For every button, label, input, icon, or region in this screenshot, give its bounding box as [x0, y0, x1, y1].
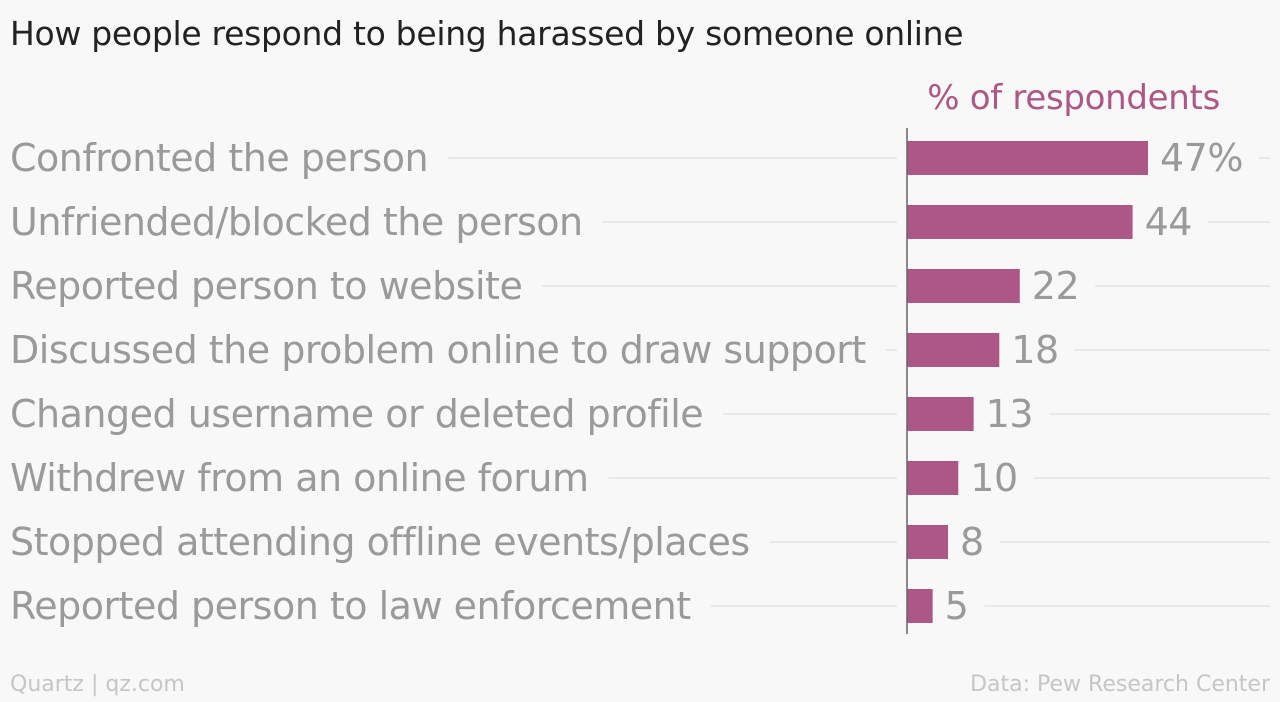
value-label: 10 [970, 456, 1017, 500]
category-label: Confronted the person [10, 136, 428, 180]
category-label: Reported person to law enforcement [10, 584, 691, 628]
value-label: 22 [1032, 264, 1079, 308]
bar [907, 269, 1020, 303]
category-label: Changed username or deleted profile [10, 392, 703, 436]
category-label: Stopped attending offline events/places [10, 520, 750, 564]
footer-source: Data: Pew Research Center [970, 672, 1270, 697]
bar [907, 525, 949, 559]
bar [907, 589, 933, 623]
value-label: 5 [945, 584, 969, 628]
value-label: 47% [1160, 136, 1243, 180]
bar [907, 141, 1148, 175]
value-label: 8 [960, 520, 984, 564]
bar [907, 205, 1133, 239]
bar [907, 397, 974, 431]
value-label: 13 [986, 392, 1033, 436]
category-label: Unfriended/blocked the person [10, 200, 583, 244]
footer-credit: Quartz | qz.com [10, 672, 185, 697]
bar [907, 333, 1000, 367]
bar [907, 461, 959, 495]
value-label: 18 [1011, 328, 1058, 372]
series-label: % of respondents [927, 78, 1220, 118]
value-label: 44 [1145, 200, 1192, 244]
category-label: Withdrew from an online forum [10, 456, 589, 500]
category-label: Discussed the problem online to draw sup… [10, 328, 866, 372]
category-label: Reported person to website [10, 264, 522, 308]
chart-title: How people respond to being harassed by … [10, 14, 964, 53]
